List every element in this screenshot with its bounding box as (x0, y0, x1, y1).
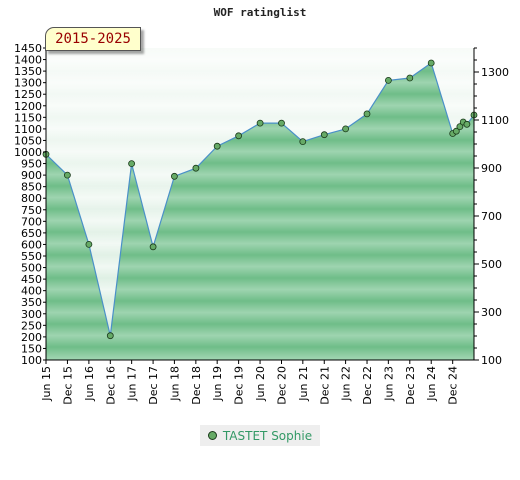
x-tick-label: Dec 24 (447, 366, 460, 405)
y-left-tick-label: 200 (21, 331, 42, 344)
y-left-tick-label: 1300 (14, 77, 42, 90)
y-left-tick-label: 650 (21, 227, 42, 240)
series-area (46, 63, 474, 360)
y-left-tick-label: 1200 (14, 100, 42, 113)
x-tick-label: Dec 17 (147, 366, 160, 405)
x-tick-label: Jun 16 (83, 366, 96, 402)
x-tick-label: Jun 19 (211, 366, 224, 402)
y-left-tick-label: 400 (21, 285, 42, 298)
x-tick-label: Dec 22 (361, 366, 374, 405)
data-point (299, 138, 307, 146)
y-left-tick-label: 350 (21, 296, 42, 309)
x-tick-label: Dec 15 (61, 366, 74, 405)
x-tick-label: Dec 23 (404, 366, 417, 405)
y-left-tick-label: 750 (21, 204, 42, 217)
data-point (149, 243, 157, 251)
x-tick-label: Jun 21 (297, 366, 310, 402)
y-right-tick-label: 1100 (481, 114, 509, 127)
data-point (213, 142, 221, 150)
y-left-tick-label: 1100 (14, 123, 42, 136)
x-tick-label: Dec 21 (318, 366, 331, 405)
chart-title: WOF ratinglist (213, 6, 307, 19)
y-left-tick-label: 900 (21, 169, 42, 182)
y-left-tick-label: 250 (21, 319, 42, 332)
data-point (235, 132, 243, 140)
y-left-tick-label: 850 (21, 181, 42, 194)
period-badge: 2015-2025 (45, 27, 141, 51)
y-left-tick-label: 1350 (14, 65, 42, 78)
legend-label: TASTET Sophie (222, 428, 313, 443)
data-point (85, 240, 93, 248)
y-left-tick-label: 300 (21, 308, 42, 321)
y-left-tick-label: 1450 (14, 42, 42, 55)
x-tick-label: Dec 20 (275, 366, 288, 405)
y-left-tick-label: 500 (21, 262, 42, 275)
x-tick-label: Dec 18 (190, 366, 203, 405)
data-point (463, 120, 471, 128)
data-point (342, 125, 350, 133)
y-right-tick-label: 100 (481, 354, 502, 367)
data-point (384, 77, 392, 84)
y-left-tick-label: 550 (21, 250, 42, 263)
x-tick-label: Dec 19 (233, 366, 246, 405)
x-tick-label: Jun 22 (340, 366, 353, 402)
data-point (452, 127, 460, 135)
x-tick-label: Jun 20 (254, 366, 267, 402)
y-left-tick-label: 1050 (14, 134, 42, 147)
data-point (106, 332, 114, 340)
legend-marker (207, 431, 217, 440)
y-left-tick-label: 600 (21, 238, 42, 251)
x-tick-label: Jun 23 (382, 366, 395, 402)
x-tick-label: Jun 18 (168, 366, 181, 402)
data-point (192, 164, 200, 172)
data-point (427, 59, 435, 67)
y-left-tick-label: 1250 (14, 88, 42, 101)
data-point (278, 119, 285, 127)
y-right-tick-label: 1300 (481, 66, 509, 79)
y-left-tick-label: 1150 (14, 111, 42, 124)
y-right-tick-label: 500 (481, 258, 502, 271)
data-point (170, 172, 178, 180)
y-right-tick-label: 300 (481, 306, 502, 319)
data-point (406, 74, 414, 82)
y-right-tick-label: 900 (481, 162, 502, 175)
x-tick-label: Jun 24 (425, 366, 438, 402)
y-left-tick-label: 450 (21, 273, 42, 286)
data-point (256, 119, 264, 127)
y-left-tick-label: 950 (21, 158, 42, 171)
data-point (320, 131, 328, 139)
x-tick-label: Jun 17 (126, 366, 139, 402)
y-right-tick-label: 700 (481, 210, 502, 223)
x-tick-label: Jun 15 (40, 366, 53, 402)
y-left-tick-label: 1000 (14, 146, 42, 159)
y-left-tick-label: 100 (21, 354, 42, 367)
y-left-tick-label: 150 (21, 342, 42, 355)
y-left-tick-label: 800 (21, 192, 42, 205)
legend: TASTET Sophie (200, 425, 320, 446)
x-tick-label: Dec 16 (104, 366, 117, 405)
data-point (128, 160, 136, 168)
data-point (456, 123, 464, 130)
y-left-tick-label: 1400 (14, 54, 42, 67)
data-point (363, 110, 371, 118)
y-left-tick-label: 700 (21, 215, 42, 228)
data-point (64, 171, 71, 179)
